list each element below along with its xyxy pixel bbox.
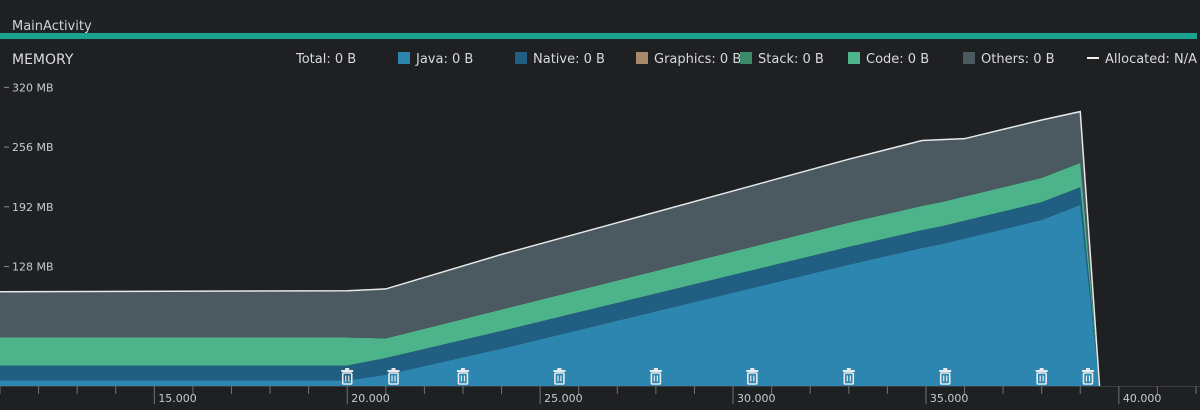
trash-lid xyxy=(939,370,952,372)
trash-lid xyxy=(341,370,354,372)
legend-java: Java: 0 B xyxy=(398,52,473,67)
trash-can-icon xyxy=(1035,368,1048,385)
trash-handle xyxy=(391,368,396,370)
legend-others-text: Others: 0 B xyxy=(981,52,1055,67)
trash-handle xyxy=(750,368,755,370)
trash-handle xyxy=(345,368,350,370)
trash-body xyxy=(650,372,662,385)
trash-handle xyxy=(460,368,465,370)
trash-body xyxy=(843,372,855,385)
trash-body xyxy=(1036,372,1047,385)
graphics-swatch-icon xyxy=(636,52,648,64)
y-tick-label: 256 MB xyxy=(12,141,54,154)
area-java xyxy=(0,204,1100,386)
y-tick-label: 192 MB xyxy=(12,201,54,214)
stack-swatch-icon xyxy=(740,52,752,64)
allocated-dash-icon xyxy=(1087,57,1099,59)
trash-lid xyxy=(553,370,566,372)
code-swatch-icon xyxy=(848,52,860,64)
trash-lid xyxy=(456,370,469,372)
y-tick-label: 320 MB xyxy=(12,81,54,94)
legend-graphics: Graphics: 0 B xyxy=(636,52,741,67)
trash-handle xyxy=(557,368,562,370)
trash-body xyxy=(1082,372,1094,385)
trash-handle xyxy=(653,368,658,370)
legend-code: Code: 0 B xyxy=(848,52,929,67)
trash-body xyxy=(457,372,469,385)
others-swatch-icon xyxy=(963,52,975,64)
trash-handle xyxy=(1085,368,1090,370)
trash-lid xyxy=(1035,370,1048,372)
trash-can-icon xyxy=(553,368,566,385)
trash-can-icon xyxy=(341,368,354,385)
trash-can-icon xyxy=(842,368,855,385)
trash-body xyxy=(939,372,951,385)
trash-lid xyxy=(842,370,855,372)
x-tick-label: 15.000 xyxy=(158,392,197,405)
legend-stack: Stack: 0 B xyxy=(740,52,824,67)
trash-body xyxy=(341,372,353,385)
trash-body xyxy=(747,372,758,385)
trash-lid xyxy=(387,370,400,372)
memory-areas xyxy=(0,110,1101,387)
trash-body xyxy=(388,372,399,385)
trash-can-icon xyxy=(649,368,662,385)
gc-events xyxy=(341,368,1094,385)
activity-title: MainActivity xyxy=(12,19,92,34)
trash-can-icon xyxy=(1081,368,1094,385)
legend-total: Total: 0 B xyxy=(296,52,356,67)
trash-lid xyxy=(649,370,662,372)
trash-can-icon xyxy=(387,368,400,385)
area-native xyxy=(0,187,1100,386)
activity-bar: MainActivity xyxy=(0,0,1200,40)
area-others xyxy=(0,111,1100,386)
legend-allocated: Allocated: N/A xyxy=(1087,52,1197,67)
x-tick-label: 40.000 xyxy=(1123,392,1162,405)
activity-timeline-track[interactable] xyxy=(0,33,1197,39)
legend-stack-text: Stack: 0 B xyxy=(758,52,824,67)
legend-java-text: Java: 0 B xyxy=(416,52,474,67)
x-tick-label: 30.000 xyxy=(737,392,776,405)
area-code xyxy=(0,162,1100,386)
trash-can-icon xyxy=(456,368,469,385)
legend-others: Others: 0 B xyxy=(963,52,1055,67)
native-swatch-icon xyxy=(515,52,527,64)
x-tick-label: 25.000 xyxy=(544,392,583,405)
legend-code-text: Code: 0 B xyxy=(866,52,930,67)
x-axis: 15.000 20.000 25.000 30.000 35.000 40.000 xyxy=(0,386,1200,410)
legend-allocated-text: Allocated: N/A xyxy=(1105,52,1198,67)
trash-body xyxy=(554,372,565,385)
x-axis-band xyxy=(0,386,1200,410)
legend-graphics-text: Graphics: 0 B xyxy=(654,52,742,67)
trash-can-icon xyxy=(939,368,952,385)
trash-handle xyxy=(1039,368,1044,370)
trash-handle xyxy=(846,368,851,370)
legend-total-text: Total: 0 B xyxy=(296,52,357,67)
trash-handle xyxy=(943,368,948,370)
x-tick-label: 20.000 xyxy=(351,392,390,405)
java-swatch-icon xyxy=(398,52,410,64)
trash-lid xyxy=(1081,370,1094,372)
legend-native-text: Native: 0 B xyxy=(533,52,605,67)
memory-legend: MEMORY Total: 0 B Java: 0 B Native: 0 B … xyxy=(0,46,1200,72)
total-outline xyxy=(0,110,1101,387)
trash-can-icon xyxy=(746,368,759,385)
y-tick-label: 128 MB xyxy=(12,261,54,274)
trash-lid xyxy=(746,370,759,372)
memory-label: MEMORY xyxy=(12,52,74,68)
legend-native: Native: 0 B xyxy=(515,52,605,67)
x-tick-label: 35.000 xyxy=(930,392,969,405)
